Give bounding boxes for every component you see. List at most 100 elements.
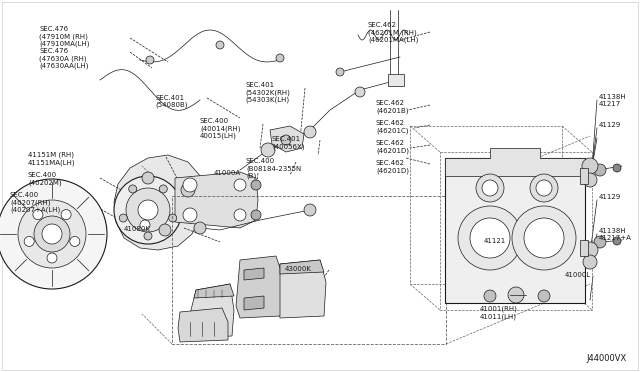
Circle shape xyxy=(261,143,275,157)
Bar xyxy=(580,168,588,184)
Text: 41121: 41121 xyxy=(484,238,506,244)
Circle shape xyxy=(512,206,576,270)
Circle shape xyxy=(524,218,564,258)
Circle shape xyxy=(304,126,316,138)
Circle shape xyxy=(183,178,197,192)
Bar xyxy=(388,74,404,86)
Circle shape xyxy=(33,209,43,219)
Text: SEC.400
(40014(RH)
40015(LH): SEC.400 (40014(RH) 40015(LH) xyxy=(200,118,241,139)
Circle shape xyxy=(216,41,224,49)
Circle shape xyxy=(234,179,246,191)
Text: 41001(RH)
41011(LH): 41001(RH) 41011(LH) xyxy=(480,306,518,320)
Circle shape xyxy=(126,188,170,232)
Polygon shape xyxy=(270,126,304,152)
Polygon shape xyxy=(114,155,204,250)
Circle shape xyxy=(530,174,558,202)
Circle shape xyxy=(169,214,177,222)
Polygon shape xyxy=(445,148,585,176)
Text: 41000A: 41000A xyxy=(214,170,241,176)
Circle shape xyxy=(458,206,522,270)
Text: 41080K: 41080K xyxy=(124,226,151,232)
Circle shape xyxy=(146,56,154,64)
Text: SEC.400
(B08184-2355N
(B): SEC.400 (B08184-2355N (B) xyxy=(246,158,301,179)
Text: 41129: 41129 xyxy=(599,122,621,128)
Circle shape xyxy=(142,172,154,184)
Text: SEC.462
(46201D): SEC.462 (46201D) xyxy=(376,140,409,154)
Circle shape xyxy=(582,158,598,174)
Text: 41138H
41217+A: 41138H 41217+A xyxy=(599,228,632,241)
Circle shape xyxy=(476,174,504,202)
Text: 43000K: 43000K xyxy=(285,266,312,272)
Circle shape xyxy=(24,237,34,246)
Circle shape xyxy=(251,210,261,220)
Text: SEC.400
(40202M): SEC.400 (40202M) xyxy=(28,172,61,186)
Bar xyxy=(410,126,562,284)
Circle shape xyxy=(159,185,167,193)
Circle shape xyxy=(304,204,316,216)
Text: SEC.462
(46201C): SEC.462 (46201C) xyxy=(376,120,408,134)
Text: SEC.401
(54080B): SEC.401 (54080B) xyxy=(155,95,188,109)
Circle shape xyxy=(138,200,158,220)
Circle shape xyxy=(0,179,107,289)
Text: SEC.476
(47910M (RH)
(47910MA(LH)
SEC.476
(47630A (RH)
(47630AA(LH): SEC.476 (47910M (RH) (47910MA(LH) SEC.47… xyxy=(39,26,90,69)
Circle shape xyxy=(538,290,550,302)
Circle shape xyxy=(194,222,206,234)
Circle shape xyxy=(144,232,152,240)
Polygon shape xyxy=(276,260,326,318)
Circle shape xyxy=(484,290,496,302)
Circle shape xyxy=(470,218,510,258)
Circle shape xyxy=(129,185,137,193)
Polygon shape xyxy=(280,260,324,274)
Circle shape xyxy=(508,287,524,303)
Text: SEC.401
(40056X): SEC.401 (40056X) xyxy=(272,136,305,150)
Bar xyxy=(440,152,592,310)
Circle shape xyxy=(594,164,606,176)
Polygon shape xyxy=(236,256,280,318)
Circle shape xyxy=(355,87,365,97)
Circle shape xyxy=(18,200,86,268)
Bar xyxy=(580,240,588,256)
Bar xyxy=(445,158,585,303)
Text: 41138H
41217: 41138H 41217 xyxy=(599,94,627,107)
Circle shape xyxy=(482,180,498,196)
Circle shape xyxy=(61,209,71,219)
Text: J44000VX: J44000VX xyxy=(586,354,627,363)
Circle shape xyxy=(183,208,197,222)
Circle shape xyxy=(159,224,171,236)
Text: 41129: 41129 xyxy=(599,194,621,200)
Polygon shape xyxy=(175,172,258,228)
Circle shape xyxy=(336,68,344,76)
Text: 41000L: 41000L xyxy=(565,272,591,278)
Circle shape xyxy=(119,214,127,222)
Polygon shape xyxy=(194,284,234,298)
Circle shape xyxy=(583,255,597,269)
Circle shape xyxy=(181,183,195,197)
Circle shape xyxy=(536,180,552,196)
Circle shape xyxy=(140,220,150,230)
Text: SEC.462
(46201B): SEC.462 (46201B) xyxy=(376,100,408,113)
Circle shape xyxy=(583,173,597,187)
Circle shape xyxy=(582,242,598,258)
Circle shape xyxy=(613,237,621,245)
Circle shape xyxy=(47,253,57,263)
Circle shape xyxy=(70,237,80,246)
Circle shape xyxy=(251,180,261,190)
Polygon shape xyxy=(244,268,264,280)
Circle shape xyxy=(114,176,182,244)
Polygon shape xyxy=(178,308,228,342)
Text: SEC.400
(40207(RH)
(40207+A(LH): SEC.400 (40207(RH) (40207+A(LH) xyxy=(10,192,60,213)
Circle shape xyxy=(281,135,291,145)
Circle shape xyxy=(42,224,62,244)
Text: SEC.401
(54302K(RH)
(54303K(LH): SEC.401 (54302K(RH) (54303K(LH) xyxy=(245,82,290,103)
Text: SEC.462
(46201M (RH)
(46201MA(LH): SEC.462 (46201M (RH) (46201MA(LH) xyxy=(368,22,419,43)
Circle shape xyxy=(34,216,70,252)
Circle shape xyxy=(276,54,284,62)
Polygon shape xyxy=(244,296,264,310)
Polygon shape xyxy=(190,284,234,338)
Circle shape xyxy=(594,236,606,248)
Bar xyxy=(172,196,446,344)
Text: 41151M (RH)
41151MA(LH): 41151M (RH) 41151MA(LH) xyxy=(28,152,76,166)
Text: SEC.462
(46201D): SEC.462 (46201D) xyxy=(376,160,409,173)
Circle shape xyxy=(613,164,621,172)
Circle shape xyxy=(234,209,246,221)
